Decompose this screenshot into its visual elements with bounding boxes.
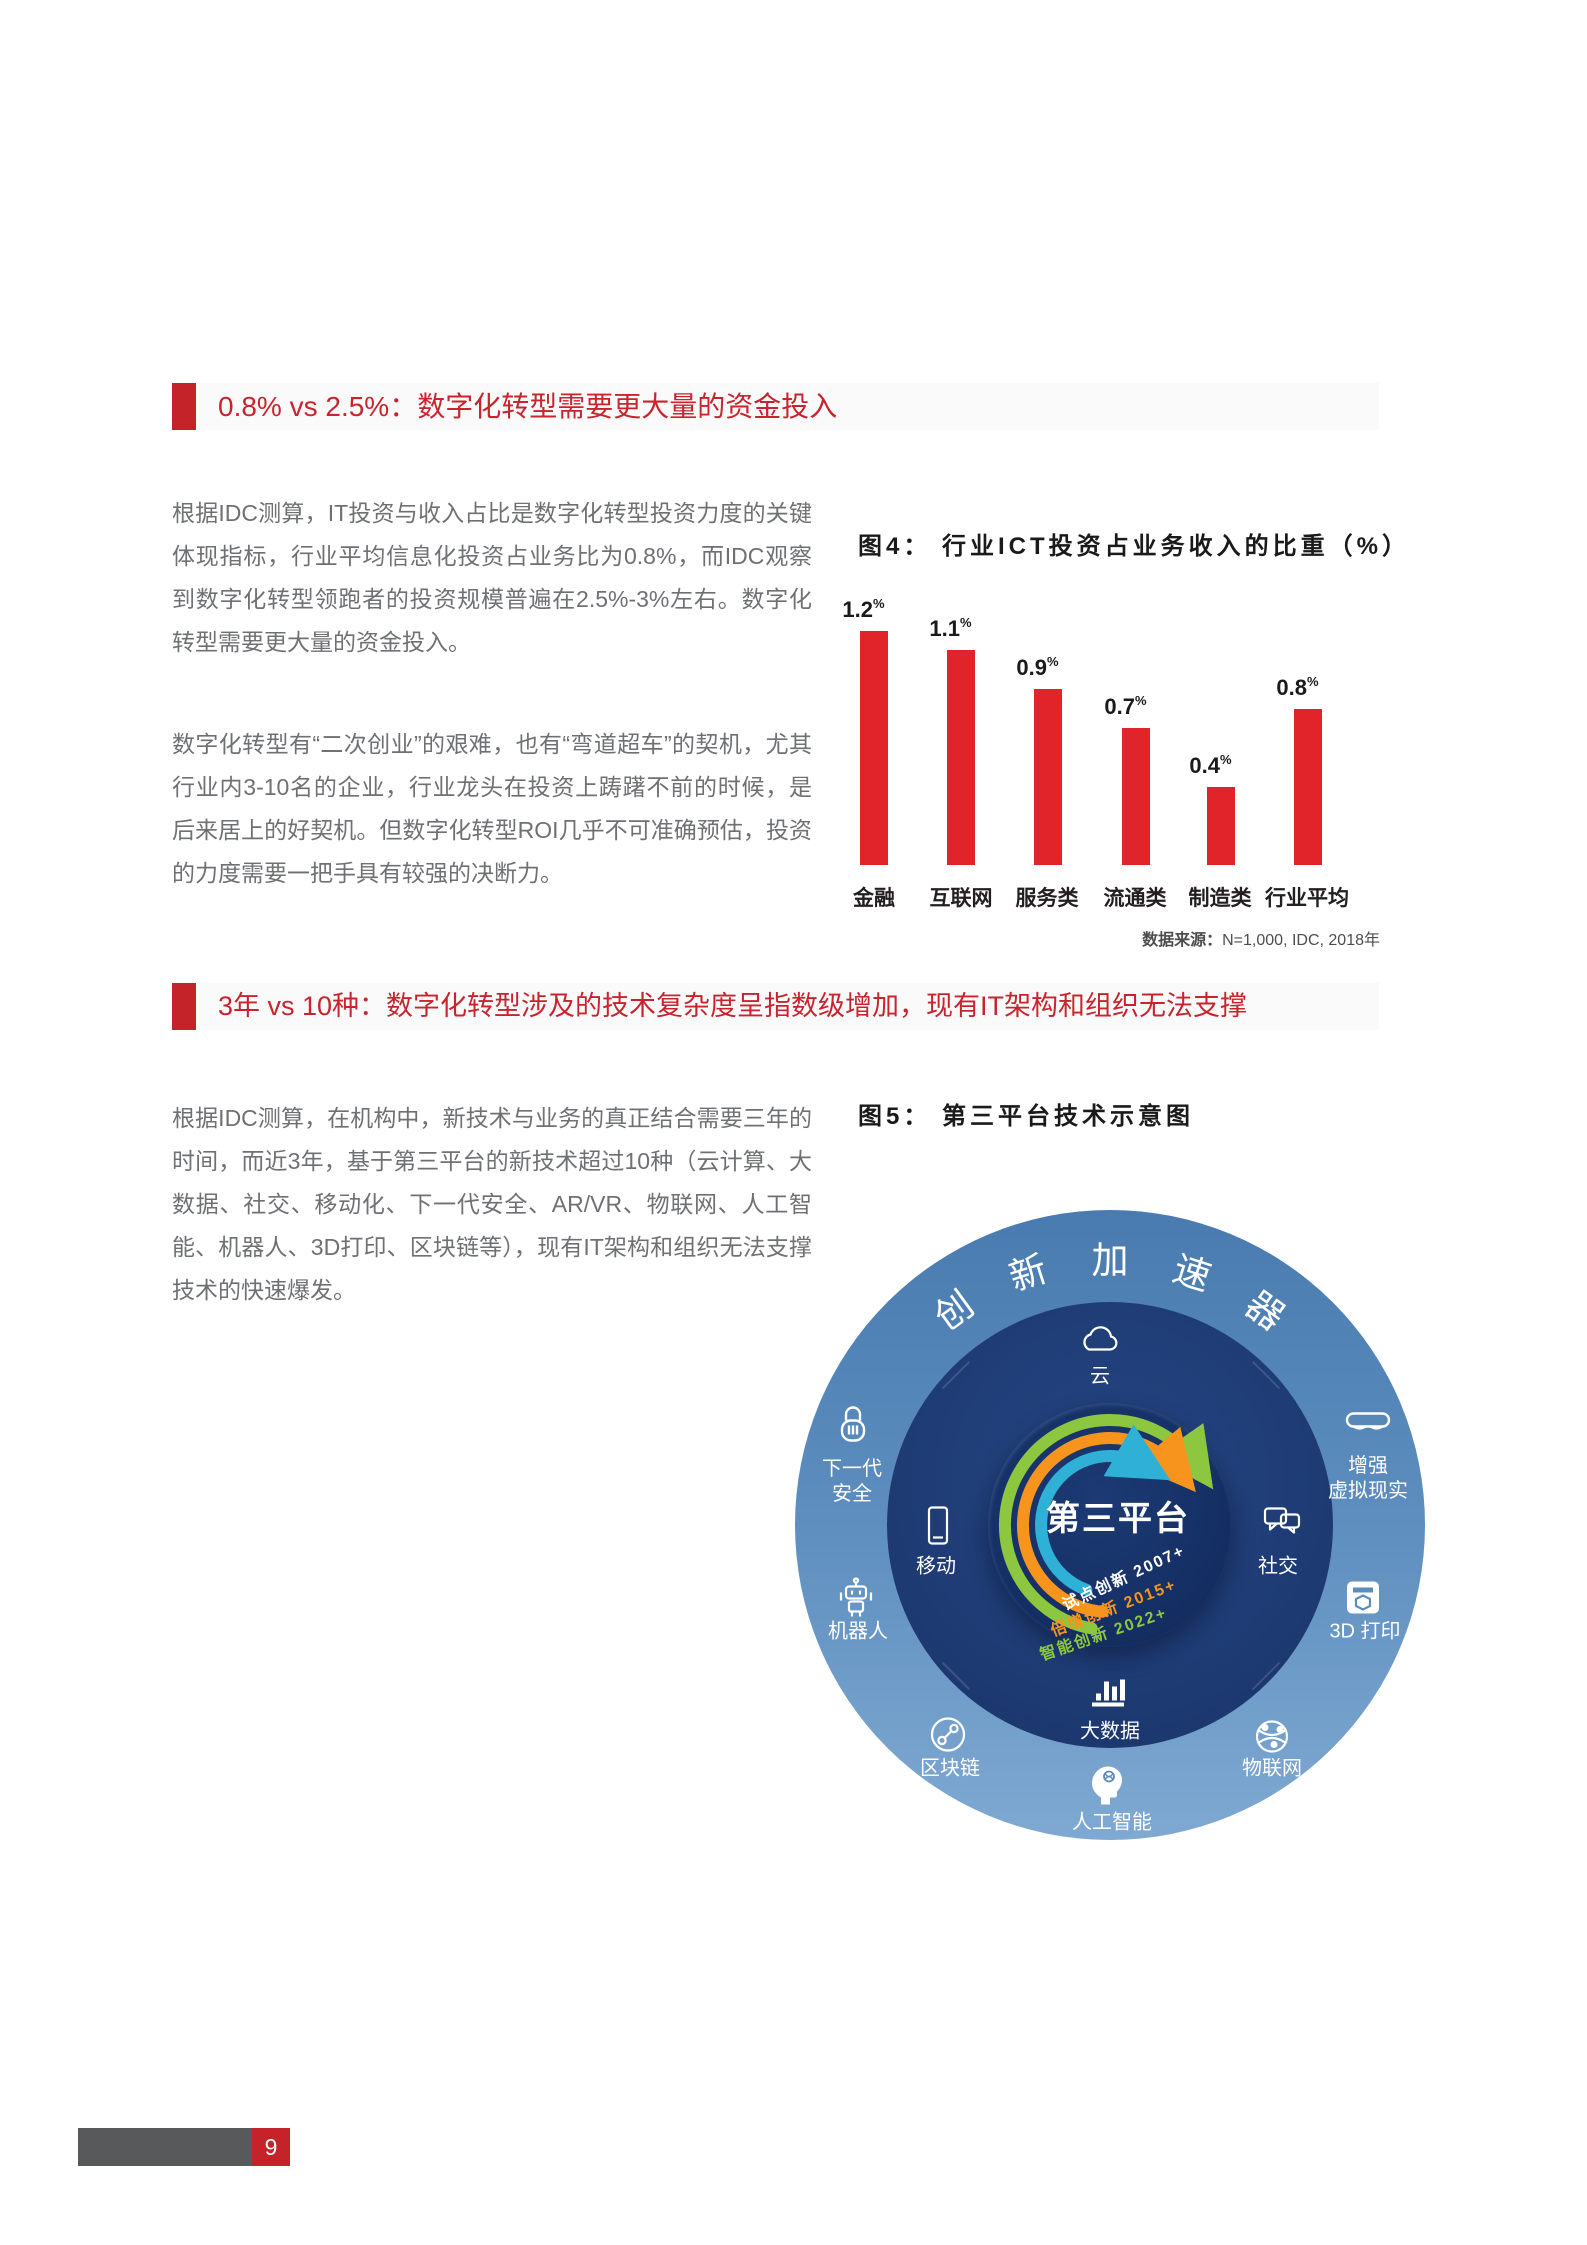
bar (860, 631, 888, 865)
bar (1294, 709, 1322, 865)
ring-title-char: 加 (1091, 1240, 1129, 1281)
arc-pilot-innovation (1035, 1424, 1171, 1596)
ring-item-label: 下一代 安全 (822, 1458, 882, 1505)
section2-header: 3年 vs 10种：数字化转型涉及的技术复杂度呈指数级增加，现有IT架构和组织无… (172, 983, 1379, 1030)
bar-group: 0.4% (1189, 752, 1235, 865)
bar-group: 1.1% (929, 615, 975, 865)
robot-icon (837, 1577, 875, 1624)
bar (1034, 689, 1062, 865)
red-square-marker (172, 983, 196, 1030)
iot-icon (1251, 1716, 1293, 1763)
figure5-title: 图5： 第三平台技术示意图 (858, 1103, 1195, 1130)
percent-sign: % (1135, 693, 1147, 708)
percent-sign: % (1047, 654, 1059, 669)
page-number: 9 (252, 2128, 290, 2166)
data-source-note: 数据来源：N=1,000, IDC, 2018年 (845, 926, 1380, 950)
paragraph: 数字化转型有“二次创业”的艰难，也有“弯道超车”的契机，尤其行业内3-10名的企… (172, 731, 812, 886)
category-label: 行业平均 (1265, 887, 1349, 910)
bar-group: 0.9% (1016, 654, 1062, 865)
ring-item-label: 增强 虚拟现实 (1328, 1455, 1408, 1502)
bar-group: 1.2% (842, 596, 888, 865)
figure4-title: 图4： 行业ICT投资占业务收入的比重（%） (858, 533, 1411, 560)
percent-sign: % (1220, 752, 1232, 767)
source-value: N=1,000, IDC, 2018年 (1222, 932, 1380, 949)
bar-value: 0.8 (1276, 675, 1308, 700)
third-platform-label: 第三平台 (1046, 1499, 1190, 1538)
ring-item-label: 人工智能 (1072, 1811, 1152, 1834)
category-label: 服务类 (1015, 887, 1079, 910)
ring-item-label: 社交 (1258, 1555, 1298, 1578)
ring-item-label: 区块链 (920, 1757, 980, 1780)
bar-value: 1.2 (842, 597, 874, 622)
innovation-arcs (999, 1413, 1214, 1635)
printer-3d-icon (1344, 1579, 1382, 1622)
bar-value: 0.7 (1104, 694, 1136, 719)
big-data-icon (1086, 1673, 1130, 1716)
source-label: 数据来源： (1142, 932, 1223, 949)
bar (1122, 728, 1150, 865)
ring-item-label: 机器人 (828, 1620, 888, 1643)
percent-sign: % (1307, 674, 1319, 689)
mobile-icon (925, 1505, 951, 1552)
category-label: 互联网 (929, 887, 993, 910)
bar (947, 650, 975, 865)
bar-value: 0.4 (1189, 753, 1221, 778)
paragraph: 根据IDC测算，IT投资与收入占比是数字化转型投资力度的关键体现指标，行业平均信… (172, 500, 812, 655)
third-platform-diagram: 创 新 加 速 器 云 移动 社交 大数据 下一代 安全 (745, 1160, 1475, 1900)
bar-value: 0.9 (1016, 655, 1048, 680)
ring-item-label: 云 (1090, 1365, 1110, 1388)
lock-icon (834, 1402, 872, 1453)
category-label: 制造类 (1188, 887, 1252, 910)
blockchain-icon (927, 1714, 969, 1761)
cloud-icon (1078, 1324, 1122, 1361)
section2-title: 3年 vs 10种：数字化转型涉及的技术复杂度呈指数级增加，现有IT架构和组织无… (218, 991, 1248, 1021)
percent-sign: % (960, 615, 972, 630)
footer-bar (78, 2128, 252, 2166)
ai-icon (1088, 1764, 1126, 1811)
category-label: 流通类 (1103, 887, 1167, 910)
bar (1207, 787, 1235, 865)
bar-chart-ict-investment: 1.2% 1.1% 0.9% 0.7% 0.4% 0.8% 金融 互联网 服务类… (842, 560, 1405, 920)
bar-group: 0.7% (1104, 693, 1150, 865)
section1-header: 0.8% vs 2.5%：数字化转型需要更大量的资金投入 (172, 383, 1379, 430)
ring-item-label: 3D 打印 (1329, 1620, 1401, 1643)
ring-item-label: 物联网 (1242, 1757, 1302, 1780)
ring-item-label: 移动 (916, 1555, 956, 1578)
ar-vr-icon (1344, 1409, 1392, 1440)
red-square-marker (172, 383, 196, 430)
section1-title: 0.8% vs 2.5%：数字化转型需要更大量的资金投入 (218, 391, 838, 422)
paragraph: 根据IDC测算，在机构中，新技术与业务的真正结合需要三年的时间，而近3年，基于第… (172, 1105, 812, 1303)
ring-item-label: 大数据 (1080, 1720, 1140, 1743)
bar-value: 1.1 (929, 616, 961, 641)
percent-sign: % (873, 596, 885, 611)
category-label: 金融 (853, 887, 895, 910)
social-icon (1261, 1504, 1303, 1545)
bar-group: 0.8% (1276, 674, 1322, 865)
